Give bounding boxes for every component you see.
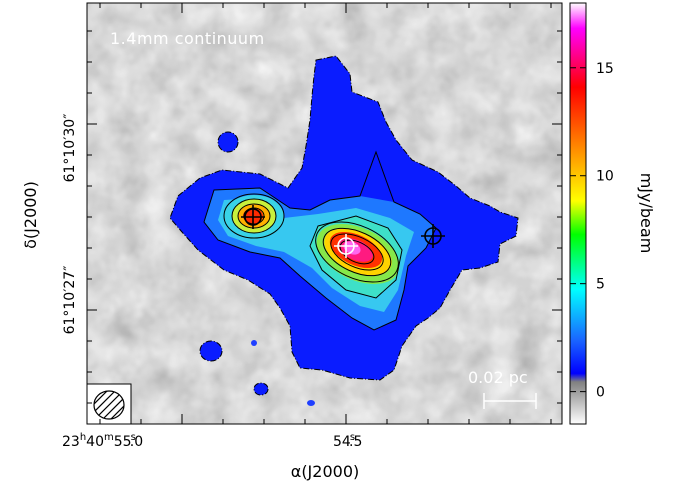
contour-west [223,193,285,239]
map-annotation: 1.4mm continuum [110,29,265,48]
contour-central [315,221,399,283]
contour-level-3 [309,215,403,299]
contour-patch [199,340,223,362]
clump-central-peak [343,241,361,255]
colorbar-tick-label: 0 [596,385,605,401]
contour-central [330,233,384,271]
x-tick-label-1: 54s.5 [333,432,362,450]
contour-central [322,227,392,277]
contour-level-2 [203,150,437,331]
beam-box [86,383,132,425]
map-panel: 1.4mm continuum 0.02 pc [86,2,563,425]
emission-patch [251,340,257,346]
colorbar-tick-label: 15 [596,61,614,77]
contour-central [339,239,375,265]
y-tick-labels: 61°10′30″ 61°10′27″ [62,114,78,335]
colorbar-ticks: 0 5 10 15 [570,61,614,401]
source-marker [241,205,265,229]
emission-patch [200,341,222,361]
colorbar-label: mJy/beam [637,173,656,254]
x-tick-label-0: 23h40m55s.0 [62,432,143,450]
source-marker [421,224,445,248]
emission-patch [307,400,315,406]
contour-west [243,207,265,225]
beam-ellipse [93,390,125,420]
scale-bar-label: 0.02 pc [468,368,528,387]
frame-ticks [87,3,562,424]
contour-patch [217,131,239,153]
contour-patch [253,382,269,396]
y-axis-title: δ(J2000) [21,181,40,249]
y-tick-label-0: 61°10′30″ [62,114,78,183]
colorbar-tick-label: 5 [596,277,605,293]
colorbar: 0 5 10 15 mJy/beam [569,2,656,425]
colorbar-tick-label: 10 [596,169,614,185]
x-tick-labels: 23h40m55s.0 54s.5 [62,432,362,450]
emission-patch [254,383,268,395]
scale-bar: 0.02 pc [468,368,537,409]
source-marker [334,234,358,258]
y-tick-label-1: 61°10′27″ [62,266,78,335]
x-axis-title: α(J2000) [291,462,359,481]
contour-west [231,198,277,234]
map-frame [86,2,563,425]
emission-patch [218,132,238,152]
contour-west [237,203,271,229]
colorbar-ramp [569,2,587,425]
contour-layer [169,55,519,396]
marker-layer [241,205,445,258]
